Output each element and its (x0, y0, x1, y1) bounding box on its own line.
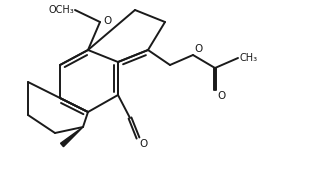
Text: O: O (194, 44, 202, 54)
Polygon shape (61, 127, 83, 147)
Text: O: O (217, 91, 225, 101)
Text: CH₃: CH₃ (240, 53, 258, 63)
Text: O: O (139, 139, 147, 149)
Text: O: O (103, 16, 111, 26)
Text: OCH₃: OCH₃ (48, 5, 74, 15)
